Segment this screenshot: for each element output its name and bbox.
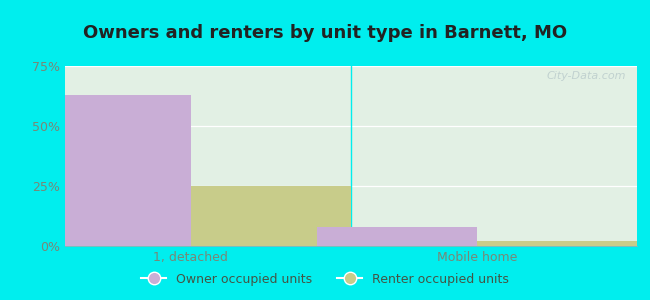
Bar <box>477 241 637 246</box>
Bar <box>191 186 351 246</box>
Text: City-Data.com: City-Data.com <box>546 71 625 81</box>
Bar <box>31 95 191 246</box>
Bar <box>317 227 477 246</box>
Text: Owners and renters by unit type in Barnett, MO: Owners and renters by unit type in Barne… <box>83 24 567 42</box>
Legend: Owner occupied units, Renter occupied units: Owner occupied units, Renter occupied un… <box>136 268 514 291</box>
